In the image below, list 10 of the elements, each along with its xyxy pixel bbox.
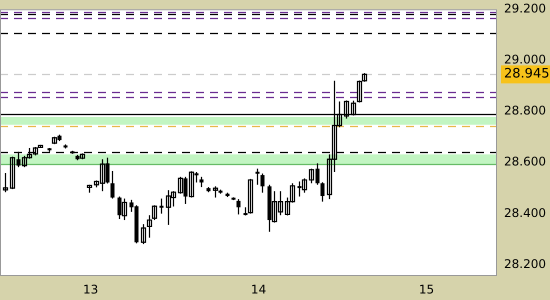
ref-line-label: 28.945 [504, 66, 550, 82]
y-tick-label: 28.800 [504, 104, 546, 118]
y-tick-label: 28.600 [504, 154, 546, 169]
x-tick-label: 13 [83, 282, 98, 296]
x-tick-label: 14 [250, 282, 266, 296]
y-tick-label: 29.200 [504, 1, 546, 16]
x-tick-label: 15 [418, 282, 434, 296]
y-tick-label: 29.000 [504, 52, 546, 66]
y-tick-label: 28.200 [504, 256, 546, 271]
y-tick-label: 28.400 [504, 206, 546, 220]
